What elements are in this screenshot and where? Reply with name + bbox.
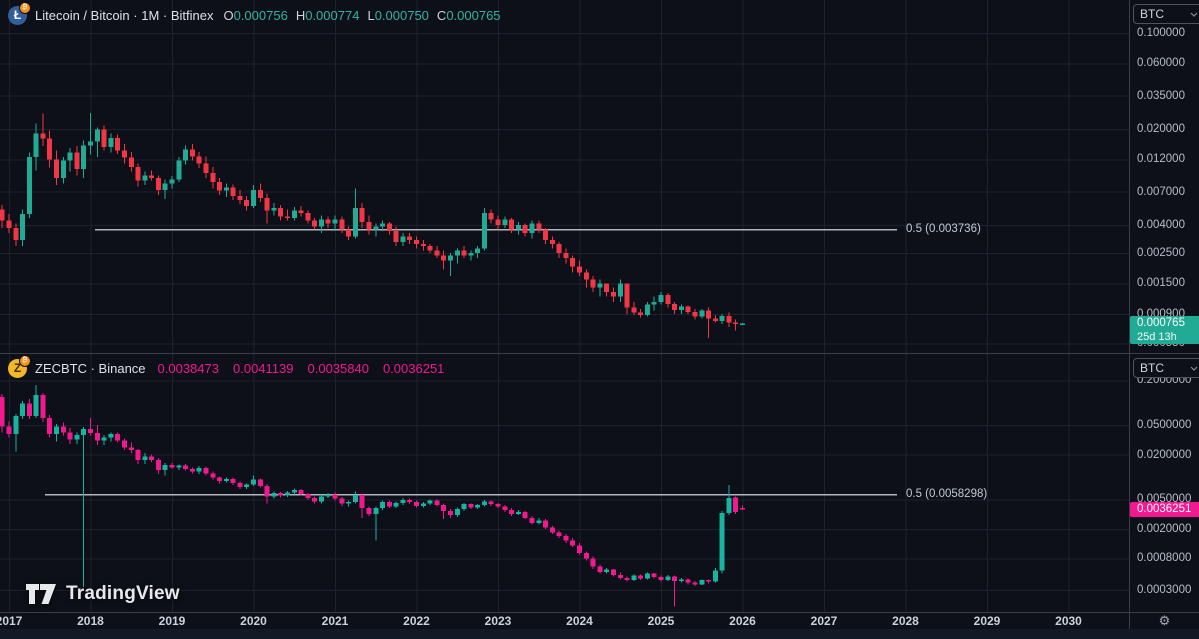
- time-axis-year-label: 2018: [77, 614, 104, 628]
- close-label: C: [436, 7, 447, 23]
- axis-settings-corner: ⚙: [1130, 613, 1199, 628]
- price-tick-label: 0.007000: [1137, 185, 1185, 198]
- tradingview-wordmark: TradingView: [66, 583, 180, 604]
- high-value: 0.000774: [305, 7, 360, 23]
- price-tick-label: 0.0500000: [1137, 419, 1192, 432]
- fib-level-label-pane2: 0.5 (0.0058298): [906, 488, 988, 501]
- pane1-header: Ł ₿ Litecoin / Bitcoin · 1M · Bitfinex O…: [8, 1, 501, 25]
- time-axis-year-label: 2029: [973, 614, 1001, 628]
- bitcoin-badge-icon: ₿: [19, 354, 31, 367]
- price-tick-label: 0.0003000: [1137, 584, 1192, 597]
- time-axis-year-label: 2019: [158, 614, 186, 628]
- price-tick-label: 0.020000: [1137, 122, 1185, 135]
- price-tick-label: 0.035000: [1137, 89, 1185, 102]
- time-axis-year-label: 2020: [240, 614, 267, 628]
- time-axis-year-label: 2028: [892, 614, 919, 628]
- high-label: H: [295, 7, 306, 23]
- chevron-down-icon: [1190, 12, 1198, 17]
- zcash-icon: Z ₿: [8, 354, 31, 378]
- price-tick-label: 0.002500: [1137, 246, 1185, 259]
- symbol-title-pane1[interactable]: Litecoin / Bitcoin · 1M · Bitfinex: [35, 7, 214, 23]
- last-price: 0.0036251: [1137, 503, 1192, 516]
- bitcoin-badge-icon: ₿: [19, 1, 31, 14]
- open-value: 0.0038473: [157, 360, 219, 376]
- time-axis-year-label: 2026: [729, 614, 756, 628]
- last-price: 0.000765: [1137, 317, 1185, 330]
- bar-countdown: 25d 13h: [1137, 331, 1177, 344]
- price-scale[interactable]: 0.0003000 0.0008000 0.0020000 0.0050000 0.02…: [1130, 0, 1199, 612]
- currency-dropdown-pane2[interactable]: BTC: [1133, 358, 1199, 378]
- time-axis-year-label: 2022: [403, 614, 430, 628]
- close-value: 0.000765: [446, 7, 501, 23]
- last-price-badge-pane1: 0.000765 25d 13h: [1130, 316, 1199, 345]
- fib-level-label-pane1: 0.5 (0.003736): [906, 223, 981, 236]
- price-tick-label: 0.0200000: [1137, 448, 1192, 461]
- price-tick-label: 0.0020000: [1137, 522, 1192, 535]
- currency-label: BTC: [1140, 7, 1164, 21]
- window-bottom-strip: [0, 629, 1199, 639]
- time-axis-year-label: 2027: [810, 614, 838, 628]
- time-axis-year-label: 2017: [0, 614, 23, 628]
- high-value: 0.0041139: [233, 360, 294, 376]
- time-axis-year-label: 2021: [321, 614, 349, 628]
- price-tick-label: 0.012000: [1137, 153, 1185, 166]
- low-value: 0.000750: [374, 7, 429, 23]
- ohlc-values-pane1: O 0.000756 H 0.000774 L 0.000750 C 0.000765: [223, 8, 500, 23]
- chevron-down-icon: [1190, 366, 1198, 371]
- close-value: 0.0036251: [382, 360, 445, 376]
- price-tick-label: 0.100000: [1137, 27, 1185, 40]
- time-scale[interactable]: 2017 2018 2019 2020 2021 2022 2023 2024 2025 2026…: [0, 613, 1129, 628]
- currency-label: BTC: [1140, 361, 1164, 375]
- tradingview-logo[interactable]: TradingView: [26, 583, 180, 605]
- price-tick-label: 0.004000: [1137, 218, 1185, 231]
- settings-icon[interactable]: ⚙: [1158, 613, 1171, 628]
- tradingview-glyph-icon: [26, 584, 56, 604]
- time-axis-year-label: 2024: [566, 614, 593, 628]
- low-value: 0.0035840: [307, 360, 369, 376]
- last-price-badge-pane2: 0.0036251: [1130, 502, 1199, 518]
- pane2-header: Z ₿ ZECBTC · Binance 0.0038473 0.0041139…: [8, 354, 445, 378]
- currency-dropdown-pane1[interactable]: BTC: [1133, 4, 1199, 24]
- symbol-title-pane2[interactable]: ZECBTC · Binance: [35, 360, 146, 376]
- price-tick-label: 0.060000: [1137, 57, 1185, 70]
- open-label: O: [223, 7, 234, 23]
- price-tick-label: 0.001500: [1137, 277, 1185, 290]
- time-axis-year-label: 2025: [647, 614, 675, 628]
- low-label: L: [367, 7, 375, 23]
- time-axis-year-label: 2030: [1055, 614, 1082, 628]
- open-value: 0.000756: [233, 7, 288, 23]
- time-axis-year-label: 2023: [484, 614, 512, 628]
- litecoin-icon: Ł ₿: [8, 1, 31, 25]
- price-tick-label: 0.0008000: [1137, 552, 1192, 565]
- ohlc-values-pane2: 0.0038473 0.0041139 0.0035840 0.0036251: [158, 361, 445, 376]
